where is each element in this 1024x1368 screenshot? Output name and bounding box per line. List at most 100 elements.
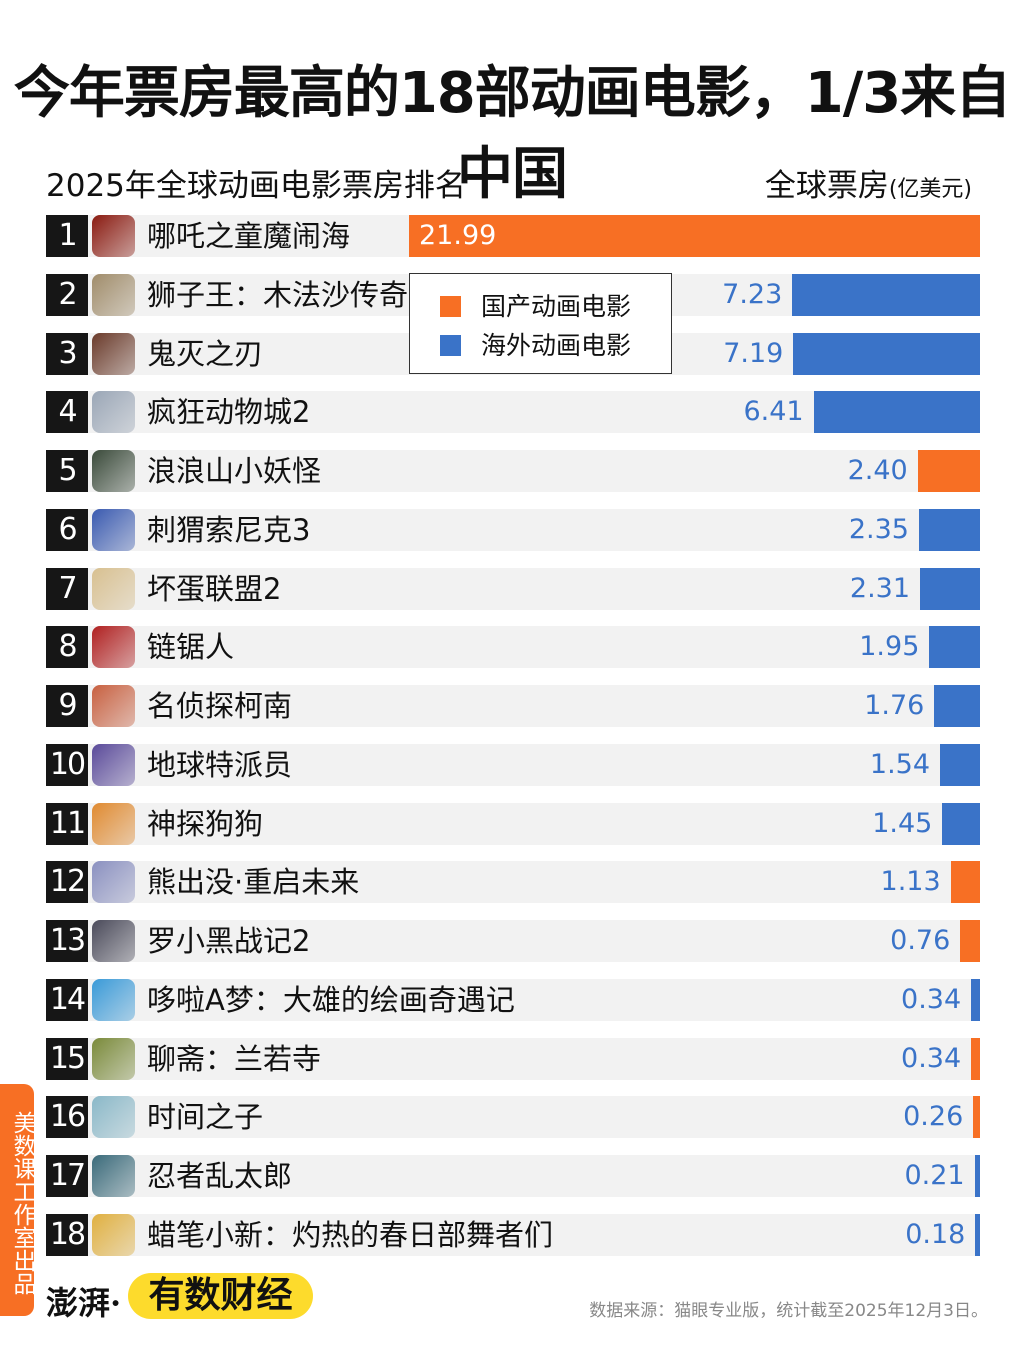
- bar-row: 16 时间之子 0.26: [46, 1096, 980, 1139]
- row-background: [46, 567, 980, 610]
- rank-badge: 8: [46, 626, 88, 669]
- side-credit-label: 美数课工作室出品: [0, 1084, 35, 1316]
- movie-title: 哪吒之童魔闹海: [147, 219, 351, 253]
- bar: [929, 626, 980, 669]
- movie-poster-thumbnail: [92, 861, 135, 904]
- row-background: [46, 685, 980, 727]
- movie-poster-thumbnail: [92, 332, 135, 375]
- legend-swatch: [440, 335, 461, 356]
- rank-badge: 10: [46, 743, 88, 786]
- movie-poster-thumbnail: [92, 215, 135, 257]
- bar: [973, 1096, 980, 1139]
- row-background: [46, 1155, 980, 1197]
- row-background: [46, 626, 980, 669]
- row-background: [46, 802, 980, 845]
- value-label: 1.45: [872, 807, 933, 839]
- bar: [792, 273, 980, 316]
- bar-row: 17 忍者乱太郎 0.21: [46, 1155, 980, 1197]
- movie-poster-thumbnail: [92, 567, 135, 610]
- bar: [917, 450, 980, 492]
- rank-badge: 15: [46, 1037, 88, 1080]
- value-label: 0.21: [904, 1160, 965, 1191]
- movie-poster-thumbnail: [92, 1155, 135, 1197]
- rank-badge: 18: [46, 1213, 88, 1256]
- rank-badge: 5: [46, 450, 88, 492]
- movie-title: 哆啦A梦：大雄的绘画奇遇记: [147, 982, 515, 1017]
- row-background: [46, 450, 980, 492]
- value-label: 2.40: [847, 455, 908, 486]
- value-label: 1.13: [880, 866, 941, 898]
- chart-subtitle: 2025年全球动画电影票房排名: [46, 168, 466, 204]
- movie-poster-thumbnail: [92, 920, 135, 962]
- bar: [409, 215, 980, 257]
- youshu-logo: 有数财经: [128, 1273, 313, 1319]
- movie-poster-thumbnail: [92, 1096, 135, 1139]
- movie-title: 狮子王：木法沙传奇: [147, 277, 409, 312]
- legend-item-overseas: 海外动画电影: [440, 326, 631, 362]
- rank-badge: 1: [46, 215, 88, 257]
- value-label: 1.54: [869, 748, 931, 780]
- bar: [974, 1155, 980, 1197]
- rank-badge: 12: [46, 861, 88, 904]
- rank-badge: 11: [46, 802, 88, 845]
- movie-title: 坏蛋联盟2: [147, 571, 282, 606]
- bar-row: 18 蜡笔小新：灼热的春日部舞者们 0.18: [46, 1213, 980, 1256]
- row-background: [46, 861, 980, 904]
- movie-poster-thumbnail: [92, 1213, 135, 1256]
- legend-swatch: [440, 296, 461, 317]
- movie-poster-thumbnail: [92, 273, 135, 316]
- rank-badge: 17: [46, 1155, 88, 1197]
- value-label: 1.95: [859, 631, 920, 663]
- bar: [918, 508, 980, 551]
- bar: [960, 920, 980, 962]
- movie-title: 浪浪山小妖怪: [147, 454, 322, 488]
- row-background: [46, 920, 980, 962]
- movie-title: 蜡笔小新：灼热的春日部舞者们: [147, 1217, 554, 1252]
- movie-title: 熊出没·重启未来: [147, 865, 360, 900]
- movie-poster-thumbnail: [92, 802, 135, 845]
- rank-badge: 3: [46, 332, 88, 375]
- bar-row: 14 哆啦A梦：大雄的绘画奇遇记 0.34: [46, 978, 980, 1021]
- rank-badge: 2: [46, 273, 88, 316]
- movie-title: 鬼灭之刃: [147, 336, 264, 371]
- movie-poster-thumbnail: [92, 743, 135, 786]
- rank-badge: 14: [46, 978, 88, 1021]
- bar-row: 12 熊出没·重启未来 1.13: [46, 861, 980, 904]
- row-background: [46, 743, 980, 786]
- bar-row: 7 坏蛋联盟2 2.31: [46, 567, 980, 610]
- movie-title: 时间之子: [147, 1100, 264, 1135]
- rank-badge: 9: [46, 685, 88, 727]
- rank-badge: 13: [46, 920, 88, 962]
- movie-poster-thumbnail: [92, 508, 135, 551]
- value-label: 7.19: [723, 337, 784, 369]
- bar: [813, 391, 980, 434]
- value-label: 6.41: [743, 396, 804, 428]
- value-label: 21.99: [419, 220, 497, 251]
- bar-row: 11 神探狗狗 1.45: [46, 802, 980, 845]
- movie-title: 疯狂动物城2: [147, 395, 311, 430]
- bar-row: 1 哪吒之童魔闹海 21.99: [46, 215, 980, 257]
- legend-item-domestic: 国产动画电影: [440, 287, 631, 323]
- value-label: 2.35: [848, 513, 909, 545]
- bar: [942, 802, 980, 845]
- value-label: 1.76: [864, 690, 925, 721]
- movie-title: 刺猬索尼克3: [147, 512, 311, 547]
- bar: [975, 1213, 980, 1256]
- movie-title: 聊斋：兰若寺: [147, 1041, 322, 1076]
- movie-title: 忍者乱太郎: [147, 1159, 293, 1193]
- bar-row: 13 罗小黑战记2 0.76: [46, 920, 980, 962]
- bar: [920, 567, 980, 610]
- bar-row: 15 聊斋：兰若寺 0.34: [46, 1037, 980, 1080]
- row-background: [46, 1037, 980, 1080]
- bar-row: 9 名侦探柯南 1.76: [46, 685, 980, 727]
- bar: [934, 685, 980, 727]
- bar-row: 4 疯狂动物城2 6.41: [46, 391, 980, 434]
- unit-label: 全球票房(亿美元): [764, 168, 972, 204]
- thepaper-logo: 澎湃·: [46, 1284, 122, 1322]
- movie-title: 名侦探柯南: [147, 689, 293, 723]
- movie-title: 神探狗狗: [147, 806, 264, 841]
- movie-title: 地球特派员: [147, 747, 293, 782]
- value-label: 0.18: [905, 1218, 966, 1250]
- row-background: [46, 1096, 980, 1139]
- movie-poster-thumbnail: [92, 685, 135, 727]
